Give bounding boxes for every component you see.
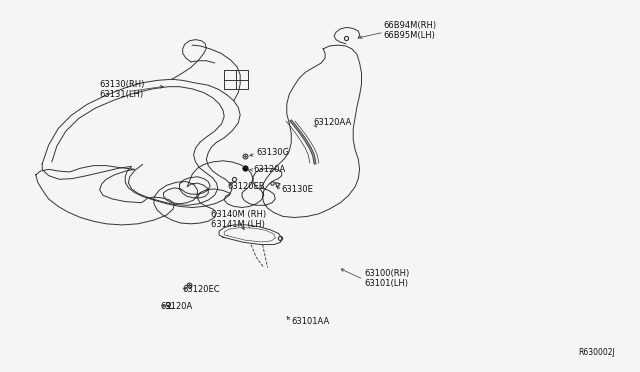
Text: 66B94M(RH)
66B95M(LH): 66B94M(RH) 66B95M(LH) <box>384 20 437 40</box>
Text: 63130(RH)
63131(LH): 63130(RH) 63131(LH) <box>100 80 145 99</box>
Text: 63120EB: 63120EB <box>227 182 265 190</box>
Text: 63130E: 63130E <box>282 185 314 194</box>
Text: 63120A: 63120A <box>253 165 285 174</box>
Text: 63140M (RH)
63141M (LH): 63140M (RH) 63141M (LH) <box>211 210 267 229</box>
Text: 63120EC: 63120EC <box>182 285 220 294</box>
Text: 63120A: 63120A <box>161 302 193 311</box>
Text: 63101AA: 63101AA <box>291 317 330 326</box>
Text: R630002J: R630002J <box>579 348 615 357</box>
Text: 63100(RH)
63101(LH): 63100(RH) 63101(LH) <box>365 269 410 288</box>
Text: 63130G: 63130G <box>256 148 289 157</box>
Text: 63120AA: 63120AA <box>314 119 352 128</box>
